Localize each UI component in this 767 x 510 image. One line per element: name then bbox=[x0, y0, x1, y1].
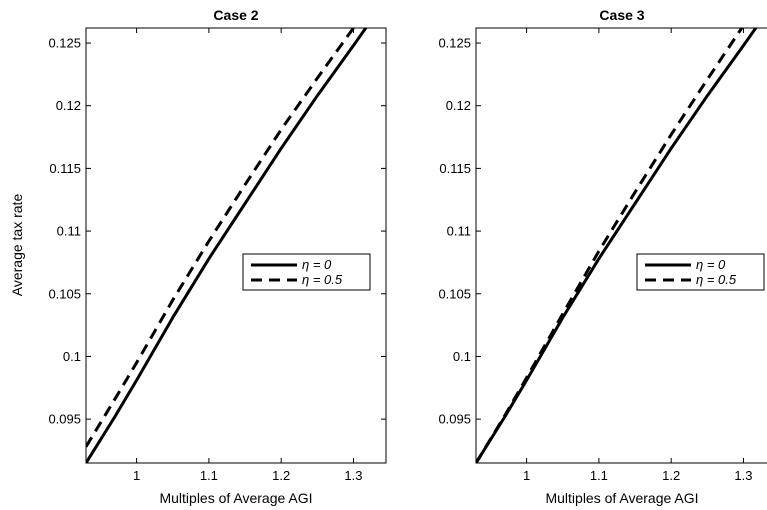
legend-label-eta-0-5: η = 0.5 bbox=[696, 272, 737, 287]
series-lines bbox=[86, 28, 368, 463]
y-tick-label: 0.12 bbox=[56, 98, 81, 113]
x-axis-label: Multiples of Average AGI bbox=[545, 490, 698, 506]
chart-panel-case-2: Case 2 Multiples of Average AGI Average … bbox=[9, 7, 387, 506]
x-tick-label: 1.2 bbox=[662, 468, 680, 483]
y-tick-label: 0.11 bbox=[57, 224, 81, 239]
y-tick-label: 0.095 bbox=[48, 412, 81, 427]
x-axis-label: Multiples of Average AGI bbox=[159, 490, 312, 506]
y-ticks: 0.095 0.1 0.105 0.11 0.115 0.12 0.125 bbox=[48, 36, 386, 427]
legend-box bbox=[242, 253, 371, 291]
series-line-eta-0-5 bbox=[476, 28, 744, 463]
y-tick-label: 0.12 bbox=[446, 98, 471, 113]
y-tick-label: 0.125 bbox=[438, 36, 471, 51]
legend-label-eta-0: η = 0 bbox=[302, 257, 332, 272]
y-tick-label: 0.115 bbox=[49, 161, 81, 176]
y-axis-label: Average tax rate bbox=[9, 194, 25, 297]
series-lines bbox=[476, 28, 758, 463]
x-tick-label: 1 bbox=[523, 468, 530, 483]
plot-area bbox=[85, 27, 387, 464]
y-tick-label: 0.115 bbox=[439, 161, 471, 176]
legend-box bbox=[636, 253, 765, 291]
y-tick-label: 0.105 bbox=[438, 286, 471, 301]
x-tick-label: 1.3 bbox=[344, 468, 362, 483]
chart-panel-case-3: Case 3 Multiples of Average AGI 0.095 0.1… bbox=[438, 7, 767, 506]
legend: η = 0 η = 0.5 bbox=[636, 253, 765, 291]
chart-title: Case 3 bbox=[599, 7, 644, 23]
y-tick-label: 0.095 bbox=[438, 412, 471, 427]
x-ticks: 1 1.1 1.2 1.3 bbox=[133, 28, 363, 483]
legend-label-eta-0: η = 0 bbox=[696, 257, 726, 272]
y-tick-label: 0.125 bbox=[48, 36, 81, 51]
series-line-eta-0 bbox=[86, 28, 368, 463]
plot-area bbox=[475, 27, 767, 464]
y-tick-label: 0.11 bbox=[447, 224, 471, 239]
series-line-eta-0-5 bbox=[86, 28, 356, 448]
y-tick-label: 0.1 bbox=[453, 349, 471, 364]
chart-title: Case 2 bbox=[213, 7, 258, 23]
y-tick-label: 0.1 bbox=[63, 349, 81, 364]
legend: η = 0 η = 0.5 bbox=[242, 253, 371, 291]
x-tick-label: 1.3 bbox=[734, 468, 752, 483]
y-tick-label: 0.105 bbox=[48, 286, 81, 301]
x-tick-label: 1 bbox=[133, 468, 140, 483]
x-tick-label: 1.1 bbox=[590, 468, 608, 483]
x-tick-label: 1.2 bbox=[272, 468, 290, 483]
x-tick-label: 1.1 bbox=[200, 468, 218, 483]
x-ticks: 1 1.1 1.2 1.3 bbox=[523, 28, 753, 483]
legend-label-eta-0-5: η = 0.5 bbox=[302, 272, 343, 287]
y-ticks: 0.095 0.1 0.105 0.11 0.115 0.12 0.125 bbox=[438, 36, 481, 427]
